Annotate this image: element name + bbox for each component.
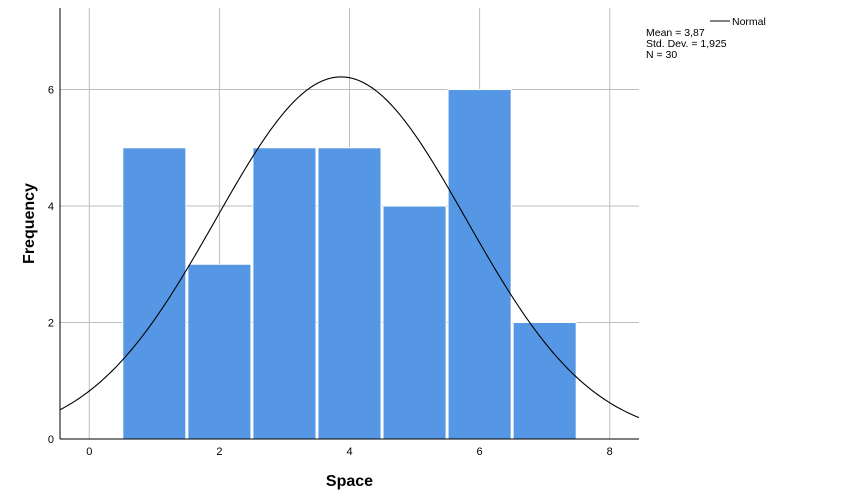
legend-mean: Mean = 3,87: [646, 27, 705, 39]
histogram-bar-2: [187, 263, 252, 440]
legend: Normal Mean = 3,87 Std. Dev. = 1,925 N =…: [646, 16, 766, 61]
legend-std-dev: Std. Dev. = 1,925: [646, 38, 727, 50]
histogram-bar-1: [122, 147, 187, 440]
x-tick-label-6: 6: [477, 446, 483, 458]
x-tick-label-4: 4: [346, 446, 352, 458]
y-tick-label-6: 6: [48, 85, 54, 97]
x-tick-label-0: 0: [86, 446, 92, 458]
axes: [59, 8, 639, 440]
legend-n: N = 30: [646, 49, 677, 61]
y-tick-label-0: 0: [48, 434, 54, 446]
y-axis-title: Frequency: [21, 183, 38, 264]
histogram-bar-3: [252, 147, 317, 440]
x-tick-label-2: 2: [216, 446, 222, 458]
legend-label: Normal: [732, 16, 766, 28]
normal-curve: [59, 76, 640, 419]
histogram-bar-7: [512, 322, 577, 440]
bars: [122, 89, 577, 440]
histogram-bar-4: [317, 147, 382, 440]
histogram-bar-5: [382, 205, 447, 440]
tick-labels: 0 2 4 6 8 0 2 4 6: [48, 85, 613, 458]
histogram-bar-6: [447, 89, 512, 440]
y-tick-label-4: 4: [48, 201, 54, 213]
y-tick-label-2: 2: [48, 318, 54, 330]
x-axis-title: Space: [326, 473, 373, 490]
x-tick-label-8: 8: [607, 446, 613, 458]
